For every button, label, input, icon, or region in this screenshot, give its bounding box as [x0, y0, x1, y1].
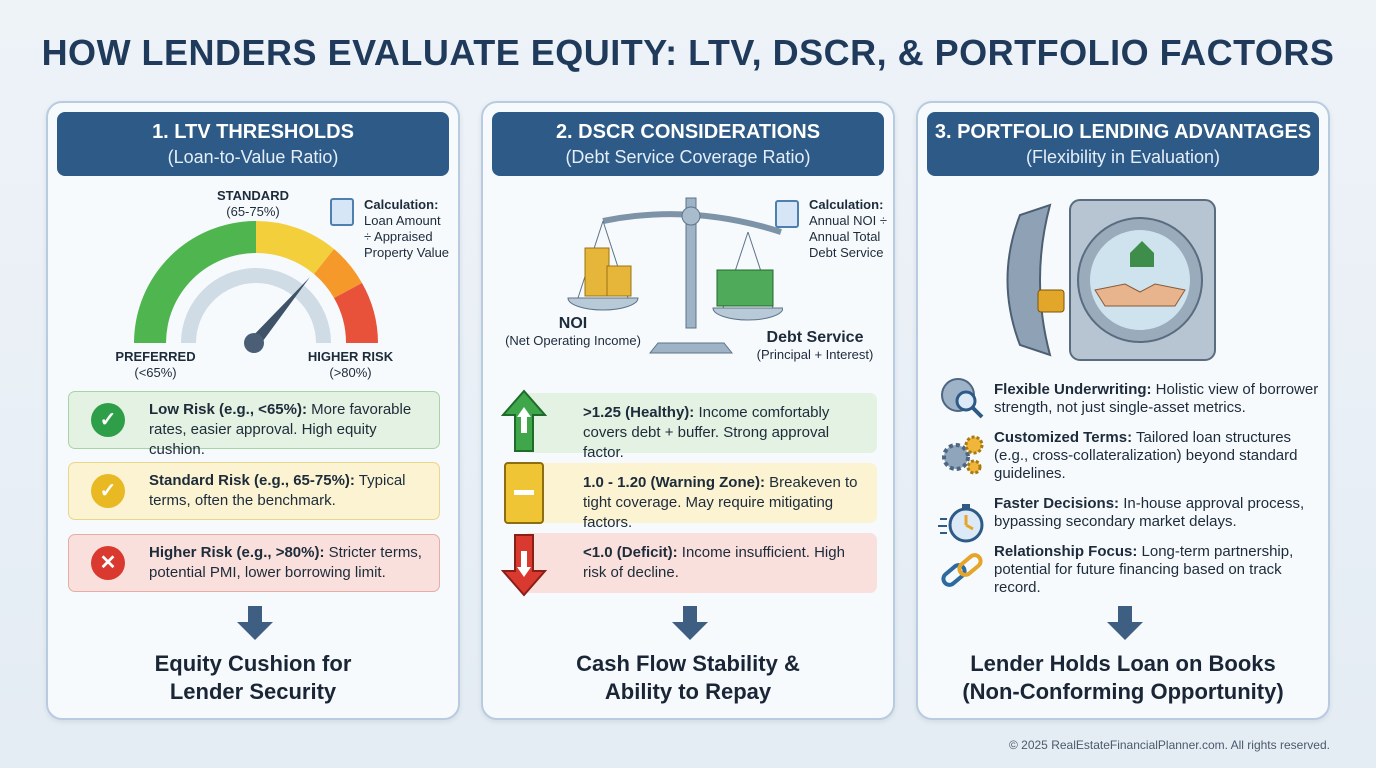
noi-label: NOI (Net Operating Income) — [505, 315, 641, 348]
panel-title: 3. PORTFOLIO LENDING ADVANTAGES — [934, 121, 1312, 143]
gears-icon — [942, 435, 984, 475]
page-title: HOW LENDERS EVALUATE EQUITY: LTV, DSCR, … — [41, 32, 1335, 73]
list-item-faster-decisions: Faster Decisions: In-house approval proc… — [994, 495, 1305, 530]
brain-magnifier-icon — [941, 378, 984, 419]
panel-subtitle: (Debt Service Coverage Ratio) — [565, 147, 811, 167]
debt-service-label: Debt Service (Principal + Interest) — [756, 329, 874, 362]
gauge-standard-label: STANDARD (65-75%) — [217, 188, 289, 219]
dscr-level-deficit: <1.0 (Deficit): Income insufficient. Hig… — [523, 533, 877, 593]
dscr-conclusion: Cash Flow Stability & Ability to Repay — [576, 651, 800, 704]
portfolio-conclusion: Lender Holds Loan on Books (Non-Conformin… — [962, 651, 1284, 704]
down-arrow-icon — [1107, 606, 1143, 640]
up-arrow-icon — [501, 389, 547, 452]
ltv-panel: 1. LTV THRESHOLDS (Loan-to-Value Ratio) … — [46, 101, 460, 720]
portfolio-panel: 3. PORTFOLIO LENDING ADVANTAGES (Flexibi… — [916, 101, 1330, 720]
panel-title: 2. DSCR CONSIDERATIONS — [555, 121, 821, 143]
balance-scale-icon — [567, 197, 783, 354]
x-warning-icon: ✕ — [91, 546, 125, 580]
panel-subtitle: (Loan-to-Value Ratio) — [167, 147, 339, 167]
ltv-calculation: Calculation: Loan Amount ÷ Appraised Proper… — [364, 197, 450, 260]
list-item-flexible-underwriting: Flexible Underwriting: Holistic view of … — [994, 381, 1319, 416]
check-icon: ✓ — [91, 474, 125, 508]
ltv-gauge — [134, 220, 378, 353]
gauge-higher-risk-label: HIGHER RISK (>80%) — [307, 349, 394, 380]
copyright-footer: © 2025 RealEstateFinancialPlanner.com. A… — [1008, 738, 1330, 752]
list-item-relationship-focus: Relationship Focus: Long-term partnershi… — [994, 543, 1294, 596]
calculation-note-icon — [775, 200, 799, 228]
risk-box-standard: ✓ Standard Risk (e.g., 65-75%): Typical … — [68, 462, 440, 520]
panel-header: 2. DSCR CONSIDERATIONS (Debt Service Cov… — [492, 112, 884, 176]
chain-link-icon — [941, 553, 983, 587]
risk-box-higher: ✕ Higher Risk (e.g., >80%): Stricter ter… — [68, 534, 440, 592]
panel-subtitle: (Flexibility in Evaluation) — [1025, 147, 1221, 167]
down-arrow-icon — [501, 534, 547, 597]
list-item-customized-terms: Customized Terms: Tailored loan structur… — [994, 429, 1298, 482]
panel-title: 1. LTV THRESHOLDS — [152, 121, 354, 143]
dscr-panel: 2. DSCR CONSIDERATIONS (Debt Service Cov… — [481, 101, 895, 720]
down-arrow-icon — [237, 606, 273, 640]
calculation-note-icon — [330, 198, 354, 226]
panel-header: 1. LTV THRESHOLDS (Loan-to-Value Ratio) — [57, 112, 449, 176]
dscr-level-warning: 1.0 - 1.20 (Warning Zone): Breakeven to … — [523, 463, 877, 531]
down-arrow-icon — [672, 606, 708, 640]
minus-box-icon — [504, 462, 544, 524]
gauge-preferred-label: PREFERRED (<65%) — [115, 349, 196, 380]
stopwatch-icon — [938, 504, 984, 543]
risk-box-low: ✓ Low Risk (e.g., <65%): More favorable … — [68, 391, 440, 458]
dscr-level-healthy: >1.25 (Healthy): Income comfortably cove… — [523, 393, 877, 461]
ltv-conclusion: Equity Cushion for Lender Security — [154, 651, 352, 704]
gauge-needle-hub — [244, 333, 264, 353]
dscr-calculation: Calculation: Annual NOI ÷ Annual Total Debt… — [809, 197, 887, 260]
panel-header: 3. PORTFOLIO LENDING ADVANTAGES (Flexibi… — [927, 112, 1319, 176]
vault-handshake-icon — [1006, 199, 1216, 361]
check-icon: ✓ — [91, 403, 125, 437]
